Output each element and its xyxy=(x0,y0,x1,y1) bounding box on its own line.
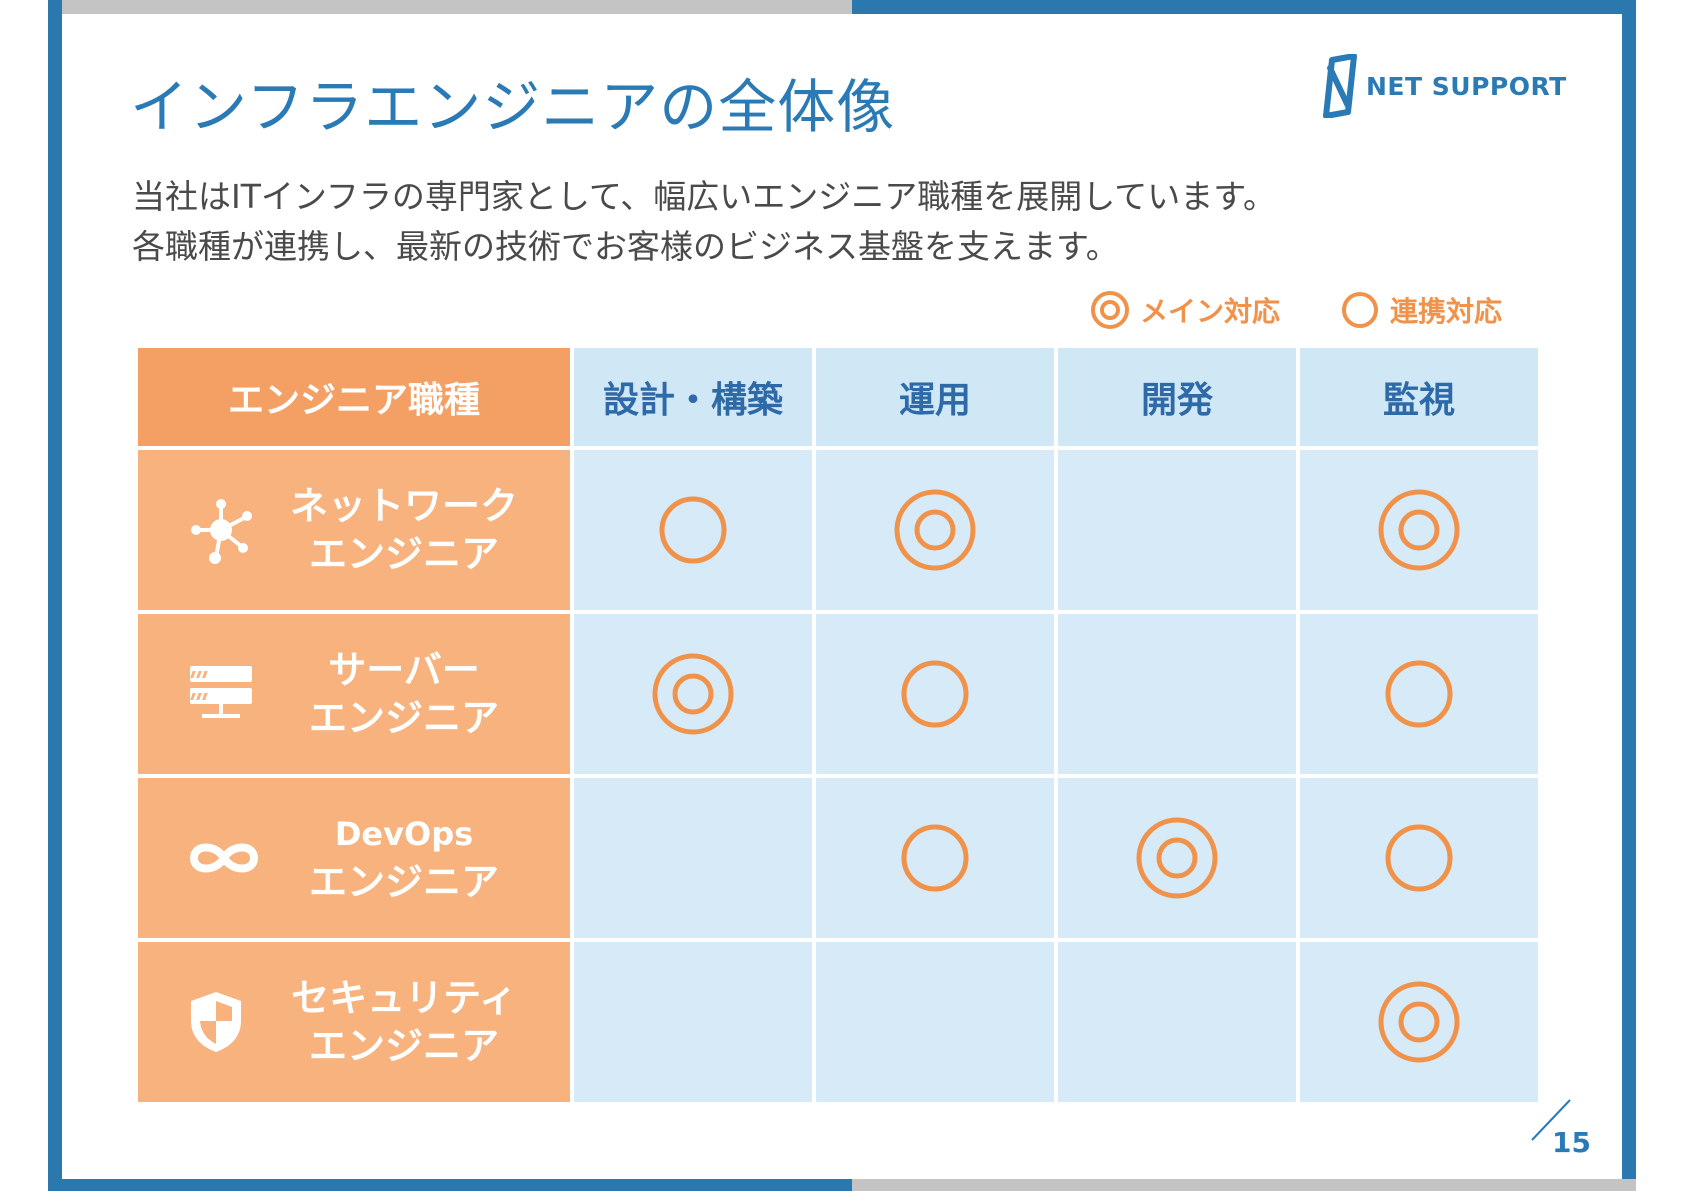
circle-mark-icon xyxy=(901,660,969,728)
bottom-bar-gray xyxy=(852,1179,1636,1191)
legend-support-label: 連携対応 xyxy=(1390,295,1503,328)
legend-main-label: メイン対応 xyxy=(1140,295,1281,328)
circle-icon xyxy=(1342,292,1378,328)
role-server: サーバー エンジニア xyxy=(138,614,570,774)
double-circle-mark-icon xyxy=(894,489,976,571)
role-security: セキュリティ エンジニア xyxy=(138,942,570,1102)
header-development: 開発 xyxy=(1058,348,1296,446)
mark-cell xyxy=(816,778,1054,938)
shield-icon xyxy=(191,992,241,1052)
role-label-line1: サーバー xyxy=(328,648,480,692)
mark-cell xyxy=(1058,942,1296,1102)
role-label: ネットワーク エンジニア xyxy=(238,482,570,578)
page-number: 15 xyxy=(1552,1126,1591,1159)
mark-cell xyxy=(1300,942,1538,1102)
mark-cell xyxy=(816,614,1054,774)
mark-cell xyxy=(816,942,1054,1102)
header-operation: 運用 xyxy=(816,348,1054,446)
legend-main: メイン対応 xyxy=(1090,288,1280,332)
description-line-2: 各職種が連携し、最新の技術でお客様のビジネス基盤を支えます。 xyxy=(132,227,1119,266)
frame-left-border xyxy=(48,0,62,1191)
double-circle-mark-icon xyxy=(1378,981,1460,1063)
role-label-line2: エンジニア xyxy=(308,1024,499,1068)
role-label-line2: エンジニア xyxy=(308,532,499,576)
role-label-line2: エンジニア xyxy=(308,860,499,904)
role-label-line2: エンジニア xyxy=(308,696,499,740)
description-line-1: 当社はITインフラの専門家として、幅広いエンジニア職種を展開しています。 xyxy=(132,177,1276,216)
network-icon xyxy=(191,499,252,564)
header-role: エンジニア職種 xyxy=(138,348,570,446)
engineer-role-table: エンジニア職種 設計・構築 運用 開発 監視 ネットワーク エンジニア xyxy=(138,348,1538,1102)
circle-mark-icon xyxy=(1385,824,1453,892)
role-label: サーバー エンジニア xyxy=(238,646,570,742)
logo-mark-icon xyxy=(1323,54,1357,118)
double-circle-mark-icon xyxy=(1378,489,1460,571)
slide-title: インフラエンジニアの全体像 xyxy=(130,73,896,141)
top-bar-blue xyxy=(852,0,1636,14)
role-label: セキュリティ エンジニア xyxy=(238,974,570,1070)
circle-mark-icon xyxy=(1385,660,1453,728)
header-design: 設計・構築 xyxy=(574,348,812,446)
mark-cell xyxy=(1058,614,1296,774)
logo-text: NET SUPPORT xyxy=(1366,72,1567,101)
frame-right-border xyxy=(1622,0,1636,1191)
mark-cell xyxy=(1058,450,1296,610)
mark-cell xyxy=(574,450,812,610)
mark-cell xyxy=(1058,778,1296,938)
mark-cell xyxy=(1300,778,1538,938)
role-label-line1: ネットワーク xyxy=(289,484,518,528)
company-logo: NET SUPPORT xyxy=(1318,54,1578,118)
role-label: DevOps エンジニア xyxy=(238,810,570,906)
top-bar-gray xyxy=(62,0,852,14)
double-circle-mark-icon xyxy=(652,653,734,735)
slide-description: 当社はITインフラの専門家として、幅広いエンジニア職種を展開しています。 各職種… xyxy=(132,172,1276,272)
mark-cell xyxy=(1300,450,1538,610)
server-icon xyxy=(190,666,252,718)
header-monitoring: 監視 xyxy=(1300,348,1538,446)
mark-cell xyxy=(574,614,812,774)
bottom-bar-blue xyxy=(62,1179,852,1191)
double-circle-mark-icon xyxy=(1136,817,1218,899)
mark-cell xyxy=(574,942,812,1102)
legend-support: 連携対応 xyxy=(1340,288,1502,332)
circle-mark-icon xyxy=(901,824,969,892)
circle-mark-icon xyxy=(659,496,727,564)
role-devops: DevOps エンジニア xyxy=(138,778,570,938)
mark-cell xyxy=(816,450,1054,610)
mark-cell xyxy=(1300,614,1538,774)
mark-cell xyxy=(574,778,812,938)
double-circle-icon xyxy=(1091,291,1129,329)
page-slash-decoration xyxy=(1531,1099,1571,1141)
infinity-icon xyxy=(189,843,259,873)
role-label-line1: DevOps xyxy=(334,815,474,853)
role-network: ネットワーク エンジニア xyxy=(138,450,570,610)
role-label-line1: セキュリティ xyxy=(291,976,517,1020)
